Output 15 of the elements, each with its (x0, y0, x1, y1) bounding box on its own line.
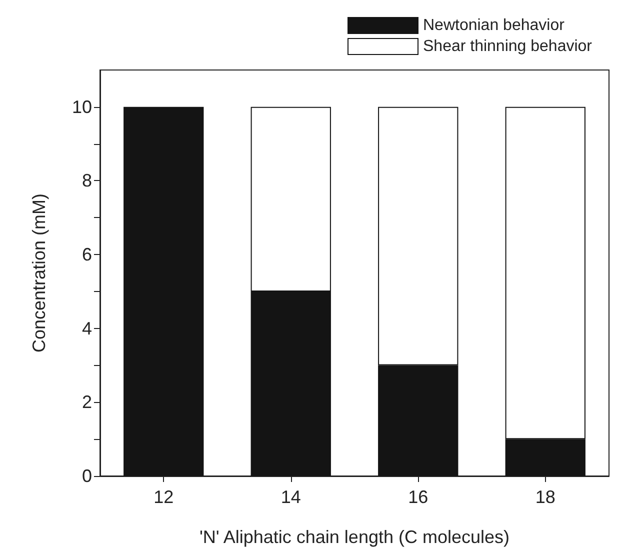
y-tick-label: 2 (82, 392, 92, 412)
bar (124, 106, 204, 476)
x-tick-label: 16 (408, 487, 428, 507)
y-axis-title: Concentration (mM) (29, 193, 49, 353)
x-tick-label: 14 (280, 487, 301, 507)
legend-label: Newtonian behavior (422, 17, 566, 34)
legend-label: Shear thinning behavior (422, 38, 593, 55)
y-tick-label: 8 (82, 170, 92, 191)
x-tick-label: 18 (535, 487, 556, 507)
y-tick-label: 0 (82, 466, 92, 486)
x-axis-title: 'N' Aliphatic chain length (C molecules) (199, 527, 510, 547)
y-tick-label: 4 (82, 318, 92, 338)
y-tick-label: 6 (82, 244, 92, 265)
x-tick-label: 12 (154, 487, 174, 507)
y-tick-label: 10 (72, 96, 92, 117)
